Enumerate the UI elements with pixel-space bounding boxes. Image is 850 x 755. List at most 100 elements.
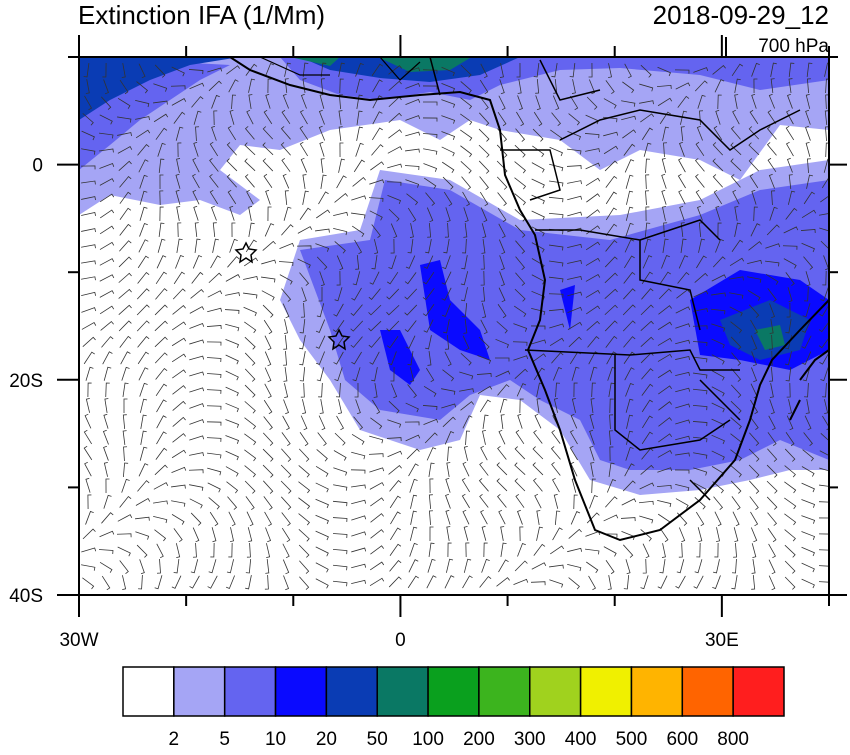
wind-barb (480, 509, 488, 525)
wind-barb (206, 357, 222, 363)
wind-barb (425, 367, 435, 383)
wind-barb (480, 254, 485, 270)
wind-barb (662, 238, 669, 253)
wind-barb (190, 289, 204, 299)
wind-barb (605, 240, 618, 252)
wind-barb (604, 160, 618, 172)
wind-barb (500, 526, 505, 541)
wind-barb (405, 179, 420, 188)
wind-barb (103, 366, 112, 381)
wind-barb (351, 451, 366, 460)
wind-barb (301, 287, 307, 303)
wind-barb (193, 141, 199, 157)
wind-barb (390, 383, 398, 399)
wind-barb (768, 543, 776, 559)
wind-barb (315, 514, 329, 525)
wind-barb (585, 148, 600, 153)
wind-barb (645, 158, 650, 174)
x-tick-label: 30E (705, 630, 739, 651)
wind-barb (123, 446, 128, 462)
wind-barb (189, 484, 204, 491)
wind-barb (283, 399, 290, 415)
wind-barb (175, 543, 181, 559)
colorbar-box (223, 666, 277, 717)
wind-barb (299, 125, 309, 141)
wind-barb (784, 448, 796, 462)
wind-barb (549, 579, 564, 588)
wind-barb (333, 227, 348, 236)
wind-barb (463, 445, 469, 461)
wind-barb (318, 382, 323, 398)
wind-barb (621, 100, 636, 107)
wind-barb (625, 398, 634, 413)
wind-barb (369, 577, 385, 587)
wind-barb (495, 338, 509, 349)
wind-barb (822, 415, 829, 431)
colorbar-box (325, 666, 378, 717)
wind-barb (226, 481, 239, 494)
wind-barb (500, 414, 505, 429)
wind-barb (751, 574, 756, 590)
wind-barb (500, 542, 507, 557)
wind-barb (351, 579, 367, 585)
wind-barb (297, 226, 313, 234)
wind-barb (425, 239, 432, 254)
wind-barb (498, 559, 509, 573)
wind-barb (732, 109, 740, 125)
wind-barb (315, 578, 329, 589)
wind-barb (569, 429, 578, 445)
wind-barb (135, 100, 150, 108)
colorbar-label: 400 (565, 729, 597, 750)
wind-barb (139, 190, 148, 205)
wind-barb (85, 366, 94, 381)
wind-barb (514, 161, 526, 174)
wind-barb (388, 465, 402, 475)
wind-barb (156, 543, 164, 559)
wind-barb (729, 292, 744, 299)
wind-barb (624, 367, 635, 381)
wind-barb (658, 433, 673, 443)
wind-barb (784, 576, 796, 590)
wind-barb (299, 560, 310, 574)
wind-barb (693, 452, 708, 459)
wind-barb (788, 62, 795, 78)
wind-barb (407, 351, 414, 366)
wind-barb (387, 163, 403, 169)
wind-barb (192, 527, 200, 543)
wind-barb (225, 402, 239, 413)
wind-barb (694, 80, 708, 92)
wind-barb (462, 415, 473, 429)
wind-barb (225, 323, 240, 332)
wind-barb (262, 448, 274, 462)
wind-barb (661, 189, 667, 205)
wind-barb (405, 148, 420, 153)
wind-barb (747, 259, 763, 264)
wind-barb (751, 559, 756, 574)
wind-barb (788, 78, 793, 93)
wind-barb (135, 516, 150, 521)
wind-barb (370, 545, 385, 555)
wind-barb (731, 558, 737, 574)
wind-barb (282, 93, 290, 109)
wind-barb (244, 433, 257, 446)
wind-barb (657, 97, 673, 107)
wind-barb (81, 180, 96, 185)
map-frame (78, 56, 830, 596)
wind-barb (801, 209, 817, 219)
wind-barb (206, 324, 222, 329)
wind-barb (172, 400, 186, 411)
wind-barb (729, 257, 745, 267)
wind-barb (785, 125, 795, 141)
wind-barb (81, 276, 96, 281)
wind-barb (262, 142, 274, 156)
wind-barb (536, 398, 541, 413)
wind-barb (710, 308, 726, 315)
wind-barb (172, 433, 186, 443)
wind-barb (567, 131, 582, 141)
border (429, 57, 801, 501)
wind-barb (405, 131, 421, 137)
wind-barb (171, 66, 185, 77)
wind-barb (387, 146, 403, 154)
wind-barb (514, 478, 526, 492)
wind-barb (729, 276, 744, 281)
